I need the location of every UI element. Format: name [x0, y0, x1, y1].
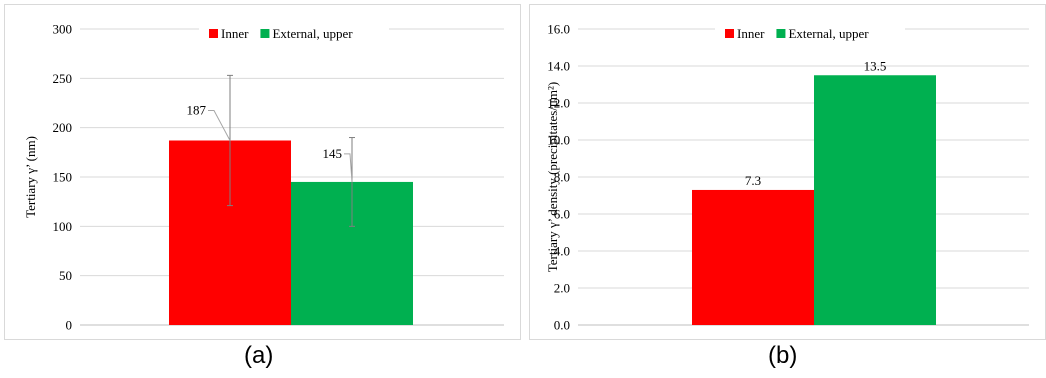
a-ytick-label: 200	[53, 120, 73, 135]
b-legend-label: External, upper	[788, 26, 869, 41]
b-ytick-label: 4.0	[554, 244, 570, 259]
a-data-label-leader	[208, 109, 231, 141]
a-ytick-label: 0	[66, 318, 73, 333]
caption-a: (a)	[244, 342, 274, 369]
b-data-label: 7.3	[745, 173, 761, 188]
b-ytick-label: 2.0	[554, 281, 570, 296]
b-data-label: 13.5	[864, 58, 887, 73]
b-ytick-label: 12.0	[547, 96, 570, 111]
a-legend: Inner External, upper	[199, 25, 389, 43]
b-legend-swatch	[776, 29, 786, 38]
b-bar-external-upper	[814, 75, 936, 325]
a-legend-swatch	[209, 29, 218, 38]
chart-a-svg: 0 50 100 150 200 250 300 Tertiary γ’ (nm) 187 145…	[23, 22, 504, 333]
a-legend-bg	[199, 25, 389, 43]
chart-b-svg: 0.0 2.0 4.0 6.0 8.0 10.0 12.0 14.0 16.0 Tertiary …	[545, 22, 1029, 333]
b-ytick-label: 10.0	[547, 133, 570, 148]
b-legend-swatch	[725, 29, 734, 38]
b-ytick-label: 0.0	[554, 318, 570, 333]
a-ytick-label: 50	[59, 268, 72, 283]
chart-panel-a: 0 50 100 150 200 250 300 Tertiary γ’ (nm) 187 145…	[4, 4, 521, 340]
b-legend: Inner External, upper	[715, 25, 905, 43]
b-legend-label: Inner	[737, 26, 765, 41]
b-ytick-label: 8.0	[554, 170, 570, 185]
a-y-axis-label: Tertiary γ’ (nm)	[23, 136, 38, 218]
b-y-axis-label: Tertiary γ’ density (precipitates/μm²)	[545, 82, 560, 273]
a-legend-swatch	[260, 29, 270, 38]
a-legend-label: Inner	[221, 26, 249, 41]
a-data-label: 145	[323, 146, 343, 161]
a-legend-label: External, upper	[272, 26, 353, 41]
a-ytick-label: 150	[53, 170, 73, 185]
b-bar-inner	[692, 189, 814, 325]
a-ytick-label: 100	[53, 219, 73, 234]
chart-panel-b: 0.0 2.0 4.0 6.0 8.0 10.0 12.0 14.0 16.0 Tertiary …	[529, 4, 1046, 340]
b-ytick-label: 6.0	[554, 207, 570, 222]
a-ytick-label: 250	[53, 71, 73, 86]
b-legend-bg	[715, 25, 905, 43]
a-data-label: 187	[187, 102, 207, 117]
b-ytick-label: 16.0	[547, 22, 570, 37]
b-ytick-label: 14.0	[547, 59, 570, 74]
a-ytick-label: 300	[53, 22, 73, 37]
caption-b: (b)	[768, 342, 798, 369]
a-data-label-leader	[344, 153, 353, 182]
